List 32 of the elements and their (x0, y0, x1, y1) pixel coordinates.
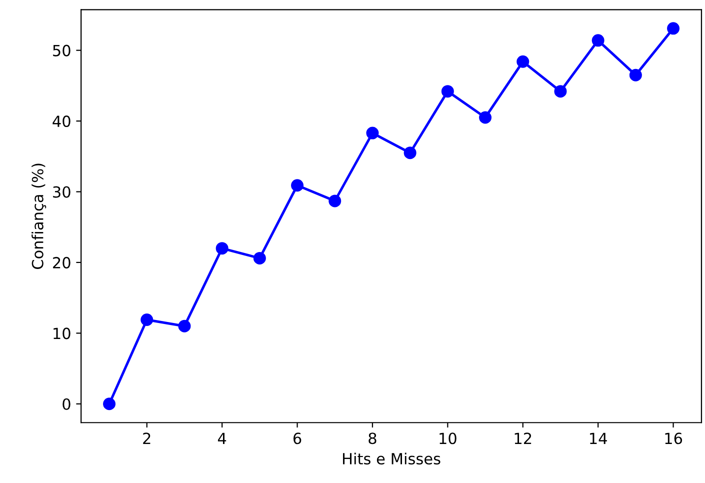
x-tick-label: 6 (293, 432, 302, 444)
x-tick-label: 10 (440, 432, 456, 444)
x-tick-label: 4 (218, 432, 226, 444)
point (253, 252, 266, 264)
x-tick-label: 12 (514, 432, 532, 444)
point (629, 68, 642, 82)
point (592, 34, 604, 47)
x-tick-label: 14 (590, 432, 607, 444)
x-axis-title: Hits e Misses (343, 452, 440, 465)
point (178, 320, 191, 332)
y-tick-label: 30 (53, 186, 70, 198)
point (441, 85, 454, 98)
y-tick-label: 10 (54, 328, 70, 340)
point (404, 146, 416, 160)
point (216, 242, 228, 255)
y-tick-label: 40 (52, 116, 70, 128)
point (479, 111, 492, 124)
point (667, 22, 680, 35)
point (516, 55, 530, 68)
y-tick-label: 0 (62, 398, 70, 410)
point (366, 126, 379, 140)
point (140, 313, 154, 326)
point (328, 194, 342, 208)
y-tick-label: 50 (53, 44, 70, 56)
point (554, 85, 567, 98)
x-tick-label: 8 (368, 432, 376, 444)
point (103, 398, 116, 410)
point (291, 179, 304, 192)
y-axis-title: Confiança (%) (32, 164, 46, 269)
y-tick-label: 20 (53, 256, 70, 268)
x-tick-label: 2 (143, 432, 150, 444)
x-tick-label: 16 (665, 432, 682, 444)
